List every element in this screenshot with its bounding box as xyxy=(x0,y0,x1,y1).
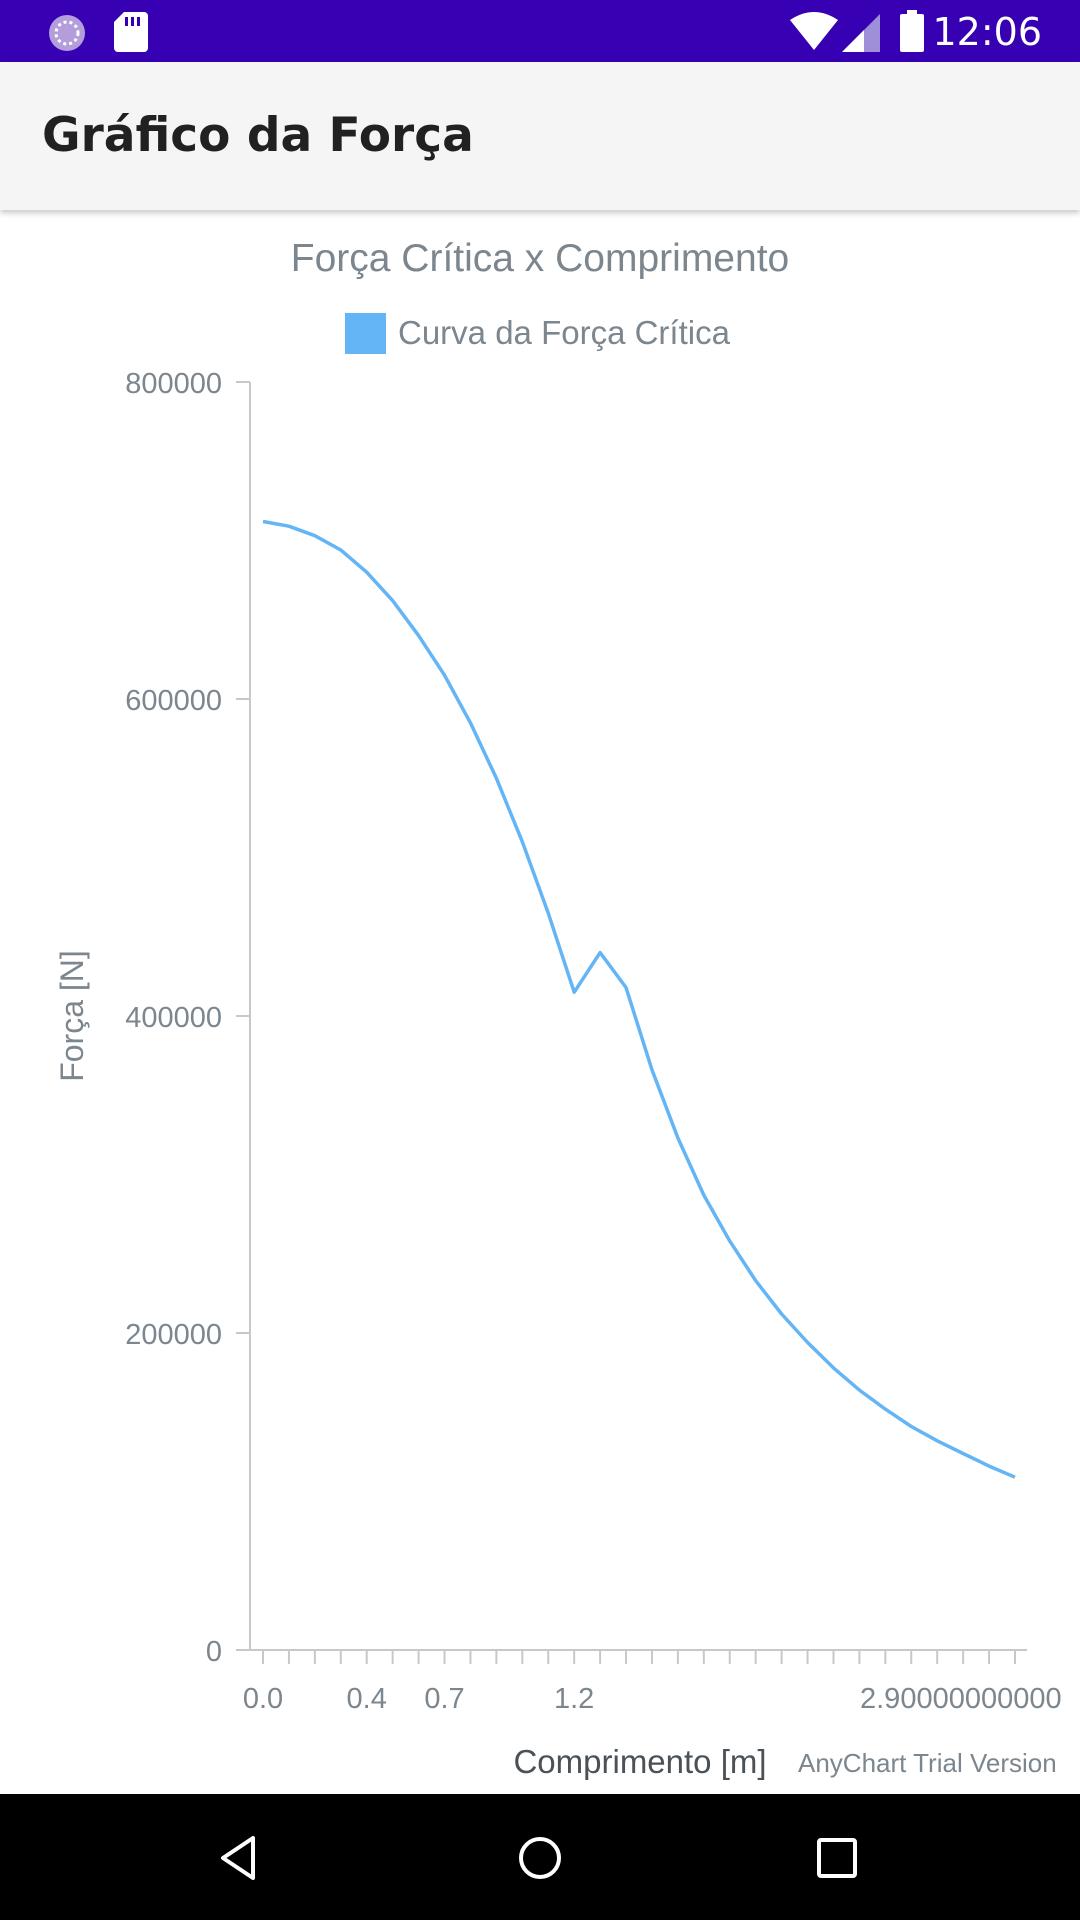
x-tick-label: 0.4 xyxy=(347,1683,387,1715)
legend-swatch xyxy=(345,312,386,354)
home-icon[interactable] xyxy=(506,1824,574,1892)
status-bar: 12:06 xyxy=(0,0,1080,62)
page-title: Gráfico da Força xyxy=(42,108,474,163)
line-chart: 800000 600000 400000 200000 0 0.0 0.4 0.7 1.2 2.9… xyxy=(54,368,1062,1780)
app-bar: Gráfico da Força xyxy=(0,62,1080,210)
y-tick-label: 800000 xyxy=(125,368,222,400)
recents-icon[interactable] xyxy=(803,1824,871,1892)
y-axis-title: Força [N] xyxy=(54,950,90,1082)
chart-container xyxy=(0,210,1080,1794)
y-tick-label: 600000 xyxy=(125,685,222,717)
chart-legend[interactable]: Curva da Força Crítica xyxy=(345,311,730,355)
x-tick-label: 0.7 xyxy=(424,1683,464,1715)
wifi-icon xyxy=(790,12,838,50)
chart-title: Força Crítica x Comprimento xyxy=(290,237,790,280)
loading-icon xyxy=(49,15,85,51)
x-tick-label: 2.90000000000 xyxy=(860,1683,1062,1715)
x-tick-label: 0.0 xyxy=(243,1683,283,1715)
watermark: AnyChart Trial Version xyxy=(798,1748,1057,1778)
series-line xyxy=(262,519,1016,1479)
y-tick-label: 200000 xyxy=(125,1319,222,1351)
status-time: 12:06 xyxy=(932,10,1042,54)
x-axis-title: Comprimento [m] xyxy=(513,1743,766,1780)
y-tick-label: 0 xyxy=(206,1636,222,1668)
y-tick-label: 400000 xyxy=(125,1002,222,1034)
x-tick-label: 1.2 xyxy=(554,1683,594,1715)
legend-label: Curva da Força Crítica xyxy=(398,314,730,351)
navigation-bar xyxy=(0,1794,1080,1920)
battery-icon xyxy=(900,10,924,52)
signal-icon xyxy=(842,14,880,52)
sd-card-icon xyxy=(114,12,148,52)
back-icon[interactable] xyxy=(207,1824,275,1892)
